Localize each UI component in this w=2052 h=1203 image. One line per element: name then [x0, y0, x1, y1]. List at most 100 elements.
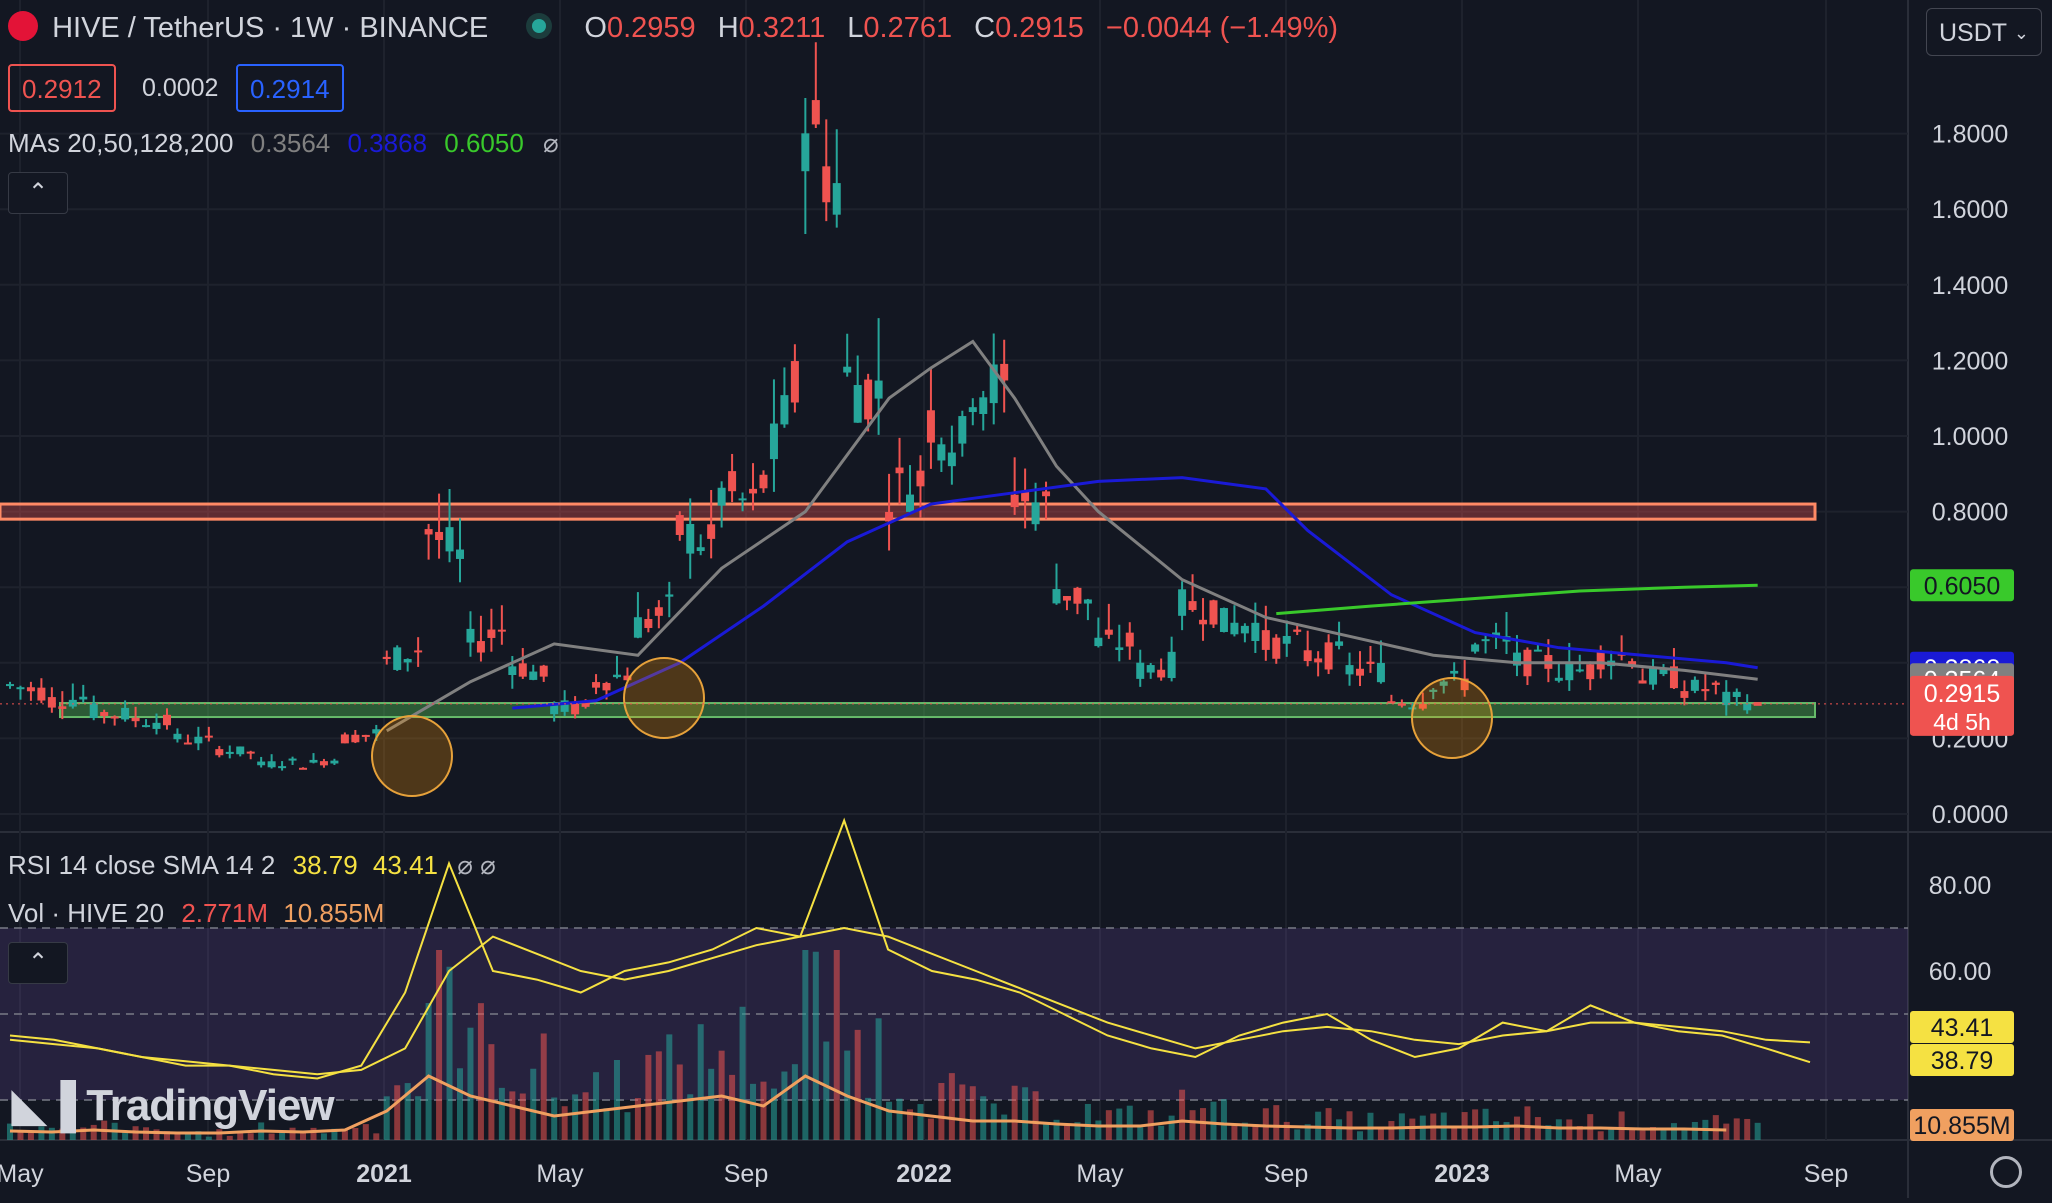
- candle-body: [801, 133, 810, 172]
- ma200-value: 0.6050: [444, 128, 524, 158]
- volume-bar: [48, 1127, 55, 1140]
- buy-price-button[interactable]: 0.2914: [236, 64, 344, 112]
- volume-bar: [1503, 1122, 1510, 1140]
- volume-bar: [394, 1085, 401, 1140]
- volume-bar: [1388, 1121, 1395, 1140]
- volume-bar: [1367, 1112, 1374, 1140]
- candle-body: [508, 666, 517, 676]
- volume-bar: [1262, 1108, 1269, 1140]
- candle-body: [121, 707, 130, 720]
- volume-bar: [938, 1082, 945, 1140]
- price-tick-label: 1.2000: [1932, 347, 2008, 375]
- candle-body: [246, 751, 255, 754]
- candle-body: [738, 498, 747, 501]
- ma-legend[interactable]: MAs 20,50,128,200 0.3564 0.3868 0.6050 ⌀: [8, 128, 559, 159]
- candle-body: [1303, 650, 1312, 662]
- volume-bar: [1116, 1108, 1123, 1140]
- ohlc-high-label: H: [717, 12, 739, 44]
- settings-gear-icon[interactable]: [1990, 1156, 2022, 1188]
- candle-body: [1209, 600, 1218, 625]
- candle-body: [602, 682, 611, 691]
- volume-bar: [352, 1127, 359, 1140]
- ohlc-high-value: 0.3211: [738, 12, 826, 44]
- hide-icon[interactable]: ⌀ ⌀: [457, 850, 496, 880]
- currency-select[interactable]: USDT ⌄: [1926, 8, 2042, 56]
- sell-price-button[interactable]: 0.2912: [8, 64, 116, 112]
- candle-body: [152, 722, 161, 729]
- candle-body: [393, 647, 402, 670]
- candle-body: [1680, 691, 1689, 698]
- volume-bar: [195, 1131, 202, 1140]
- candle-body: [47, 697, 56, 708]
- volume-bar: [802, 950, 809, 1140]
- candle-body: [529, 671, 538, 680]
- ma-legend-label: MAs 20,50,128,200: [8, 128, 234, 158]
- price-tick-label: 1.8000: [1932, 121, 2008, 149]
- rsi-legend[interactable]: RSI 14 close SMA 14 2 38.79 43.41 ⌀ ⌀: [8, 850, 496, 881]
- candle-body: [309, 759, 318, 763]
- candle-body: [466, 628, 475, 643]
- candle-body: [351, 734, 360, 743]
- volume-bar: [268, 1133, 275, 1140]
- volume-bar: [1712, 1115, 1719, 1140]
- candle-body: [1628, 661, 1637, 666]
- volume-bar: [184, 1133, 191, 1140]
- candle-body: [204, 735, 213, 738]
- volume-bar: [1629, 1129, 1636, 1140]
- volume-bar: [1210, 1101, 1217, 1140]
- price-tick-label: 1.6000: [1932, 196, 2008, 224]
- volume-bar: [1189, 1110, 1196, 1140]
- candle-body: [571, 701, 580, 715]
- time-tick-label: May: [536, 1160, 584, 1188]
- candle-body: [194, 736, 203, 744]
- volume-ma-badge-bg: [1910, 1109, 2014, 1141]
- ma200-price-badge: 0.6050: [1924, 572, 2000, 600]
- candle-body: [1125, 632, 1134, 647]
- candle-body: [1293, 629, 1302, 632]
- candle-body: [759, 474, 768, 489]
- candle-body: [749, 488, 758, 494]
- rsi-line: [9, 817, 1811, 1080]
- candle-body: [968, 407, 977, 413]
- collapse-indicators-button[interactable]: ⌃: [8, 942, 68, 984]
- volume-bar: [1063, 1124, 1070, 1140]
- rsi-badge: 38.79: [1931, 1047, 1994, 1075]
- volume-bar: [383, 1096, 390, 1140]
- volume-bar: [300, 1132, 307, 1140]
- volume-bar: [174, 1133, 181, 1140]
- candle-body: [1753, 702, 1762, 706]
- hide-icon[interactable]: ⌀: [543, 128, 559, 158]
- price-tick-label: 1.0000: [1932, 423, 2008, 451]
- volume-bar: [467, 1027, 474, 1140]
- volume-bar: [1555, 1119, 1562, 1140]
- candle-body: [1743, 703, 1752, 711]
- volume-bar: [1566, 1119, 1573, 1140]
- collapse-legend-button[interactable]: ⌃: [8, 172, 68, 214]
- candle-body: [989, 364, 998, 404]
- volume-bar: [122, 1132, 129, 1140]
- ma200-line: [1276, 583, 1758, 616]
- ohlc-low-value: 0.2761: [863, 12, 953, 44]
- candle-body: [1136, 662, 1145, 679]
- vol-legend[interactable]: Vol · HIVE 20 2.771M 10.855M: [8, 898, 384, 929]
- candle-body: [1450, 670, 1459, 674]
- tradingview-logo-icon: ◣▐: [12, 1081, 76, 1130]
- candle-body: [1418, 703, 1427, 709]
- candle-body: [340, 734, 349, 744]
- time-tick-label: May: [1614, 1160, 1662, 1188]
- candle-body: [1157, 669, 1166, 678]
- volume-bar: [1691, 1121, 1698, 1140]
- candle-body: [372, 729, 381, 734]
- candle-body: [979, 397, 988, 415]
- ohlc-open-value: 0.2959: [606, 12, 696, 44]
- candle-body: [1471, 644, 1480, 652]
- volume-bar: [17, 1131, 24, 1140]
- candle-body: [1429, 689, 1438, 692]
- tradingview-watermark: ◣▐ TradingView: [12, 1080, 335, 1131]
- price-tick-label: 1.4000: [1932, 272, 2008, 300]
- volume-bar: [90, 1124, 97, 1140]
- symbol-title[interactable]: HIVE / TetherUS · 1W · BINANCE: [52, 12, 489, 44]
- candle-body: [696, 547, 705, 551]
